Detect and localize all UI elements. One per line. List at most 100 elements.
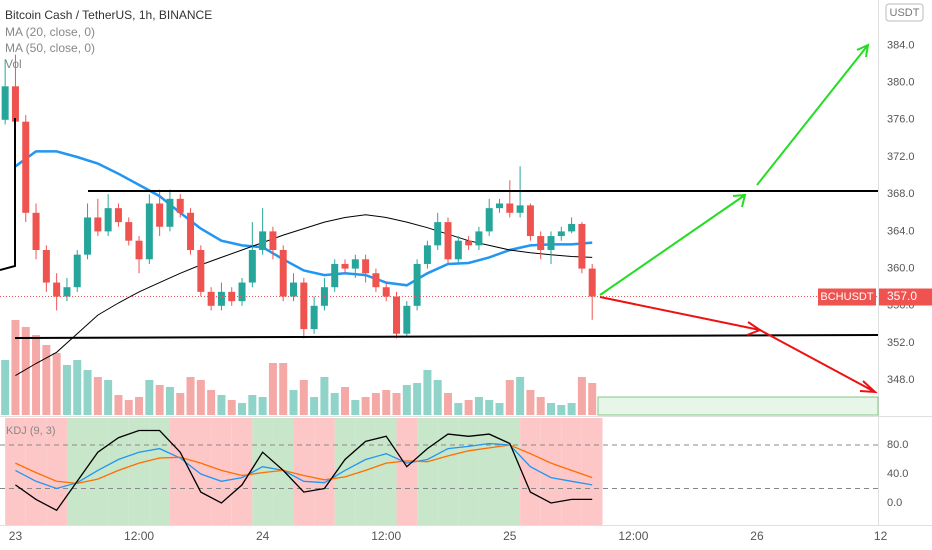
volume-bar xyxy=(165,387,174,415)
volume-bar xyxy=(371,393,380,415)
candle-body xyxy=(588,268,596,297)
candle-body xyxy=(125,222,133,241)
volume-bar xyxy=(577,377,586,415)
volume-bar xyxy=(1,360,10,415)
candle-body xyxy=(290,282,298,297)
bracket-line xyxy=(0,118,16,271)
candle-body xyxy=(403,305,411,334)
candle-body xyxy=(217,291,225,306)
candle-body xyxy=(362,259,370,274)
candle-body xyxy=(32,212,40,251)
candle-body xyxy=(207,291,215,306)
volume-bar xyxy=(402,385,411,415)
candle-body xyxy=(382,287,390,297)
price-label: 357.0 xyxy=(887,289,917,303)
candle-body xyxy=(434,222,442,246)
volume-bar xyxy=(351,400,360,415)
y-tick-label: 380.0 xyxy=(887,76,915,88)
moving-average xyxy=(14,150,593,287)
kdj-zone xyxy=(87,418,109,525)
volume-bar xyxy=(32,335,41,415)
volume-bar xyxy=(11,320,20,415)
kdj-line xyxy=(15,442,593,490)
volume-bar xyxy=(536,397,545,415)
candle-body xyxy=(238,282,246,302)
candle-body xyxy=(413,263,421,306)
volume-bar xyxy=(588,383,597,415)
candle-body xyxy=(506,203,514,213)
candle-body xyxy=(485,208,493,232)
candle-body xyxy=(42,250,50,283)
volume-bar xyxy=(217,395,226,415)
volume-bar xyxy=(227,400,236,415)
symbol-label: BCHUSDT xyxy=(820,291,873,303)
kdj-zone xyxy=(231,418,253,525)
price-label-box xyxy=(879,288,932,306)
drawings xyxy=(0,43,879,394)
kdj-zone xyxy=(375,418,397,525)
chart-title: Bitcoin Cash / TetherUS, 1h, BINANCE xyxy=(5,8,212,22)
kdj-zone xyxy=(293,418,315,525)
symbol-label-box xyxy=(818,288,876,306)
candle-body xyxy=(63,287,71,297)
kdj-zone xyxy=(252,418,273,525)
kdj-zone xyxy=(355,418,376,525)
candle-body xyxy=(454,240,462,260)
candle-body xyxy=(351,259,359,269)
volume-bar xyxy=(557,405,566,415)
candle-body xyxy=(578,223,586,269)
candle-body xyxy=(372,273,380,288)
arrow xyxy=(599,296,763,336)
candle-body xyxy=(496,203,504,209)
volume-bar xyxy=(516,377,525,415)
candle-body xyxy=(444,222,452,260)
kdj-zone xyxy=(499,418,521,525)
candle-body xyxy=(341,263,349,269)
volume-bar xyxy=(42,345,51,415)
volume-bar xyxy=(248,395,257,415)
y-tick-label: 372.0 xyxy=(887,151,915,163)
kdj-zone xyxy=(314,418,335,525)
candle-body xyxy=(176,198,184,213)
arrow xyxy=(759,329,878,394)
volume-bar xyxy=(62,365,71,415)
volume-bar xyxy=(444,393,453,415)
candle-body xyxy=(259,231,267,251)
candle-body xyxy=(475,231,483,246)
candle-body xyxy=(465,240,473,246)
candle-body xyxy=(269,231,277,251)
candle-body xyxy=(310,305,318,330)
indicator-label: MA (20, close, 0) xyxy=(5,25,95,39)
candle-body xyxy=(279,250,287,297)
volume-bar xyxy=(73,360,82,415)
volume-bar xyxy=(567,403,576,415)
x-tick-label: 23 xyxy=(9,529,23,543)
kdj-zone xyxy=(540,418,562,525)
arrow xyxy=(756,43,870,186)
candle-body xyxy=(1,86,9,120)
volume-bar xyxy=(268,363,277,415)
candle-body xyxy=(104,208,112,232)
volume-bar xyxy=(289,390,298,415)
currency-label: USDT xyxy=(890,7,920,19)
indicator-label: Vol xyxy=(5,57,22,71)
candle-body xyxy=(557,231,565,237)
candle-body xyxy=(393,296,401,334)
candle-body xyxy=(516,205,524,213)
volume-bar xyxy=(526,390,535,415)
candle-body xyxy=(94,217,102,232)
volume-bar xyxy=(258,397,267,415)
candle-body xyxy=(114,208,122,223)
kdj-zone xyxy=(149,418,170,525)
trend-line xyxy=(14,334,879,339)
candle-body xyxy=(547,236,555,251)
volume-bar xyxy=(413,383,422,415)
indicator-label: MA (50, close, 0) xyxy=(5,41,95,55)
candle-body xyxy=(11,86,19,122)
y-tick-label: 384.0 xyxy=(887,39,915,51)
kdj-zone xyxy=(128,418,150,525)
volume-bar xyxy=(299,380,308,415)
drawing-box xyxy=(597,396,879,416)
